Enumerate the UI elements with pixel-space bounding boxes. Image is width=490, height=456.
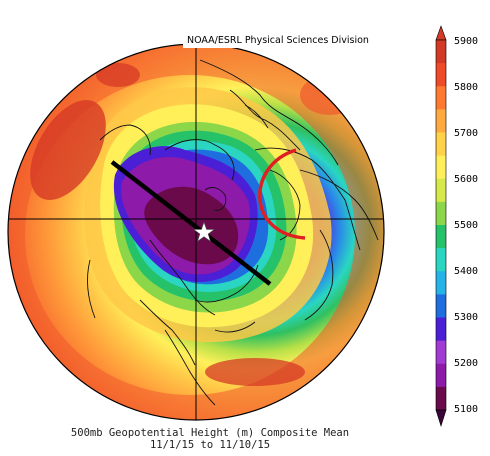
colorbar-band — [436, 294, 446, 318]
colorbar-band — [436, 248, 446, 272]
credit-label: NOAA/ESRL Physical Sciences Division — [183, 34, 402, 48]
colorbar-band — [436, 317, 446, 342]
colorbar-tick-label: 5800 — [454, 82, 479, 93]
colorbar-band — [436, 40, 446, 64]
colorbar-band — [436, 109, 446, 133]
caption-dates: 11/1/15 to 11/10/15 — [149, 439, 271, 451]
colorbar-band — [436, 340, 446, 365]
colorbar-band — [436, 225, 446, 249]
colorbar-tick-label: 5300 — [454, 312, 479, 323]
colorbar-tick-label: 5900 — [454, 36, 479, 47]
colorbar-tick-label: 5500 — [454, 220, 479, 231]
colorbar-tick-label: 5200 — [454, 358, 479, 369]
ridge-arc — [258, 148, 306, 240]
star-marker — [192, 221, 216, 243]
colorbar-top-arrow — [435, 25, 447, 41]
colorbar — [435, 25, 447, 428]
colorbar-tick-label: 5400 — [454, 266, 479, 277]
colorbar-band — [436, 363, 446, 388]
trough-axis-line — [110, 160, 272, 286]
caption-title: 500mb Geopotential Height (m) Composite … — [70, 427, 350, 439]
coastlines — [87, 59, 379, 406]
graticule — [8, 44, 384, 420]
colorbar-band — [436, 201, 446, 226]
colorbar-band — [436, 132, 446, 157]
colorbar-band — [436, 178, 446, 203]
colorbar-tick-label: 5700 — [454, 128, 479, 139]
colorbar-band — [436, 63, 446, 87]
colorbar-band — [436, 386, 446, 411]
colorbar-tick-label: 5600 — [454, 174, 479, 185]
colorbar-band — [436, 155, 446, 180]
colorbar-bottom-arrow — [435, 409, 447, 428]
colorbar-tick-label: 5100 — [454, 404, 479, 415]
colorbar-band — [436, 271, 446, 295]
colorbar-band — [436, 86, 446, 110]
